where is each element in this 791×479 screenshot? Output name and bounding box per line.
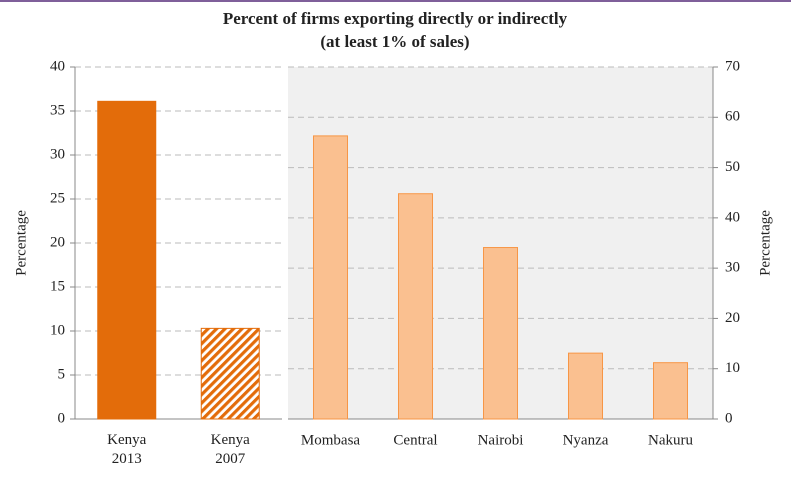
y-tick-label: 30 bbox=[50, 146, 65, 162]
y-tick-label: 30 bbox=[725, 260, 740, 276]
y-tick-label: 25 bbox=[50, 190, 65, 206]
y-tick-label: 0 bbox=[58, 410, 66, 426]
y-axis-label: Percentage bbox=[13, 210, 29, 276]
y-tick-label: 50 bbox=[725, 159, 740, 175]
x-tick-label: Mombasa bbox=[301, 432, 361, 448]
bar bbox=[313, 135, 348, 420]
chart-title: Percent of firms exporting directly or i… bbox=[223, 9, 568, 28]
x-tick-label: Nairobi bbox=[478, 432, 524, 448]
y-tick-label: 70 bbox=[725, 58, 740, 74]
y-tick-label: 15 bbox=[50, 278, 65, 294]
y-tick-label: 0 bbox=[725, 410, 733, 426]
bar bbox=[97, 100, 157, 420]
y-tick-label: 20 bbox=[50, 234, 65, 250]
x-tick-label: Central bbox=[393, 432, 437, 448]
y-tick-label: 40 bbox=[50, 58, 65, 74]
y-tick-label: 20 bbox=[725, 310, 740, 326]
y-tick-label: 5 bbox=[58, 366, 66, 382]
y-tick-label: 35 bbox=[50, 102, 65, 118]
bar bbox=[653, 362, 688, 420]
x-tick-label: Kenya 2013 bbox=[107, 432, 146, 467]
chart-subtitle: (at least 1% of sales) bbox=[320, 32, 469, 51]
bar bbox=[568, 352, 603, 420]
bar bbox=[483, 247, 518, 420]
y-tick-label: 60 bbox=[725, 109, 740, 125]
bar bbox=[200, 327, 260, 420]
x-tick-label: Kenya 2007 bbox=[211, 432, 250, 467]
x-tick-label: Nakuru bbox=[648, 432, 693, 448]
x-tick-label: Nyanza bbox=[563, 432, 609, 448]
y-tick-label: 40 bbox=[725, 209, 740, 225]
y-axis-label: Percentage bbox=[757, 210, 773, 276]
y-tick-label: 10 bbox=[725, 360, 740, 376]
y-tick-label: 10 bbox=[50, 322, 65, 338]
bar bbox=[398, 193, 433, 420]
